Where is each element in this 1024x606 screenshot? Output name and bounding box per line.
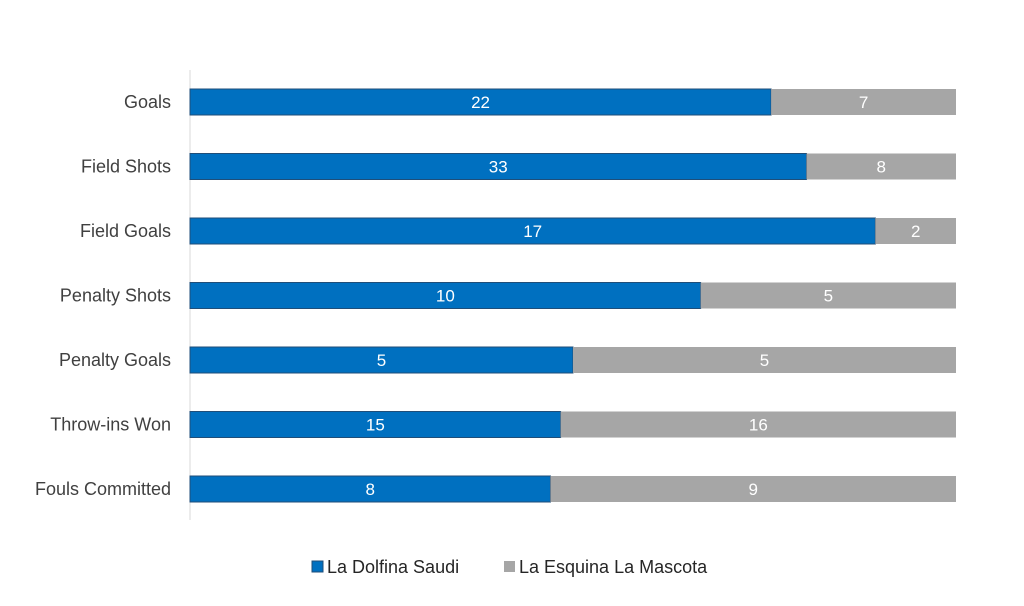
bar-la-dolfina-saudi-field-shots [189,153,808,180]
category-label-field-shots: Field Shots [81,157,171,177]
legend-label-la-dolfina-saudi: La Dolfina Saudi [327,557,459,577]
legend-label-la-esquina-la-mascota: La Esquina La Mascota [519,557,708,577]
category-label-penalty-goals: Penalty Goals [59,350,171,370]
data-label-la-esquina-la-mascota-throw-ins-won: 16 [749,416,768,435]
data-label-la-esquina-la-mascota-field-shots: 8 [877,158,886,177]
data-label-la-dolfina-saudi-goals: 22 [471,93,490,112]
category-label-goals: Goals [124,92,171,112]
category-label-penalty-shots: Penalty Shots [60,286,171,306]
bar-la-dolfina-saudi-throw-ins-won [189,411,562,438]
category-label-fouls-committed: Fouls Committed [35,479,171,499]
data-label-la-esquina-la-mascota-fouls-committed: 9 [749,480,758,499]
data-label-la-dolfina-saudi-throw-ins-won: 15 [366,416,385,435]
bar-la-dolfina-saudi-penalty-goals [189,346,574,374]
category-label-field-goals: Field Goals [80,221,171,241]
data-label-la-dolfina-saudi-field-goals: 17 [523,222,542,241]
bar-la-esquina-la-mascota-fouls-committed [550,476,956,502]
legend-swatch-la-dolfina-saudi [311,560,324,573]
bar-la-dolfina-saudi-penalty-shots [189,282,702,309]
bar-la-esquina-la-mascota-field-shots [806,153,956,180]
bar-la-esquina-la-mascota-throw-ins-won [560,411,956,438]
data-label-la-esquina-la-mascota-field-goals: 2 [911,222,920,241]
data-label-la-dolfina-saudi-field-shots: 33 [489,158,508,177]
data-label-la-esquina-la-mascota-penalty-shots: 5 [824,287,833,306]
data-label-la-dolfina-saudi-penalty-goals: 5 [377,351,386,370]
data-label-la-dolfina-saudi-penalty-shots: 10 [436,287,455,306]
bar-la-esquina-la-mascota-penalty-goals [573,347,956,373]
bar-la-dolfina-saudi-field-goals [189,217,876,245]
legend-swatch-la-esquina-la-mascota [504,561,515,572]
data-label-la-esquina-la-mascota-goals: 7 [859,93,868,112]
data-label-la-esquina-la-mascota-penalty-goals: 5 [760,351,769,370]
bar-la-esquina-la-mascota-field-goals [875,218,956,244]
data-label-la-dolfina-saudi-fouls-committed: 8 [366,480,375,499]
category-label-throw-ins-won: Throw-ins Won [50,415,171,435]
bar-la-esquina-la-mascota-goals [771,89,956,115]
bar-la-dolfina-saudi-fouls-committed [189,475,551,503]
bar-la-esquina-la-mascota-penalty-shots [700,282,956,309]
